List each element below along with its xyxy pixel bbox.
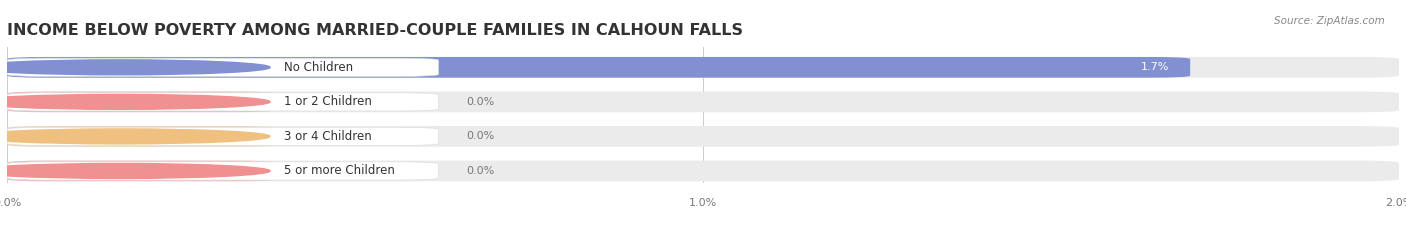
Text: 1.7%: 1.7%	[1140, 62, 1170, 72]
FancyBboxPatch shape	[7, 126, 1399, 147]
Text: 0.0%: 0.0%	[467, 166, 495, 176]
Circle shape	[0, 60, 270, 75]
FancyBboxPatch shape	[7, 127, 439, 146]
FancyBboxPatch shape	[7, 93, 439, 111]
Text: 3 or 4 Children: 3 or 4 Children	[284, 130, 371, 143]
Circle shape	[0, 164, 270, 178]
FancyBboxPatch shape	[7, 162, 439, 180]
Text: Source: ZipAtlas.com: Source: ZipAtlas.com	[1274, 16, 1385, 26]
Text: 5 or more Children: 5 or more Children	[284, 164, 395, 178]
FancyBboxPatch shape	[7, 161, 1399, 181]
FancyBboxPatch shape	[7, 161, 274, 181]
Circle shape	[0, 129, 270, 144]
FancyBboxPatch shape	[7, 126, 274, 147]
FancyBboxPatch shape	[7, 57, 1191, 78]
Text: INCOME BELOW POVERTY AMONG MARRIED-COUPLE FAMILIES IN CALHOUN FALLS: INCOME BELOW POVERTY AMONG MARRIED-COUPL…	[7, 24, 742, 38]
FancyBboxPatch shape	[7, 57, 1399, 78]
Circle shape	[0, 94, 270, 109]
Text: 0.0%: 0.0%	[467, 131, 495, 141]
FancyBboxPatch shape	[7, 58, 439, 76]
Text: 1 or 2 Children: 1 or 2 Children	[284, 95, 373, 108]
FancyBboxPatch shape	[7, 92, 274, 112]
Text: 0.0%: 0.0%	[467, 97, 495, 107]
FancyBboxPatch shape	[7, 92, 1399, 112]
Text: No Children: No Children	[284, 61, 353, 74]
